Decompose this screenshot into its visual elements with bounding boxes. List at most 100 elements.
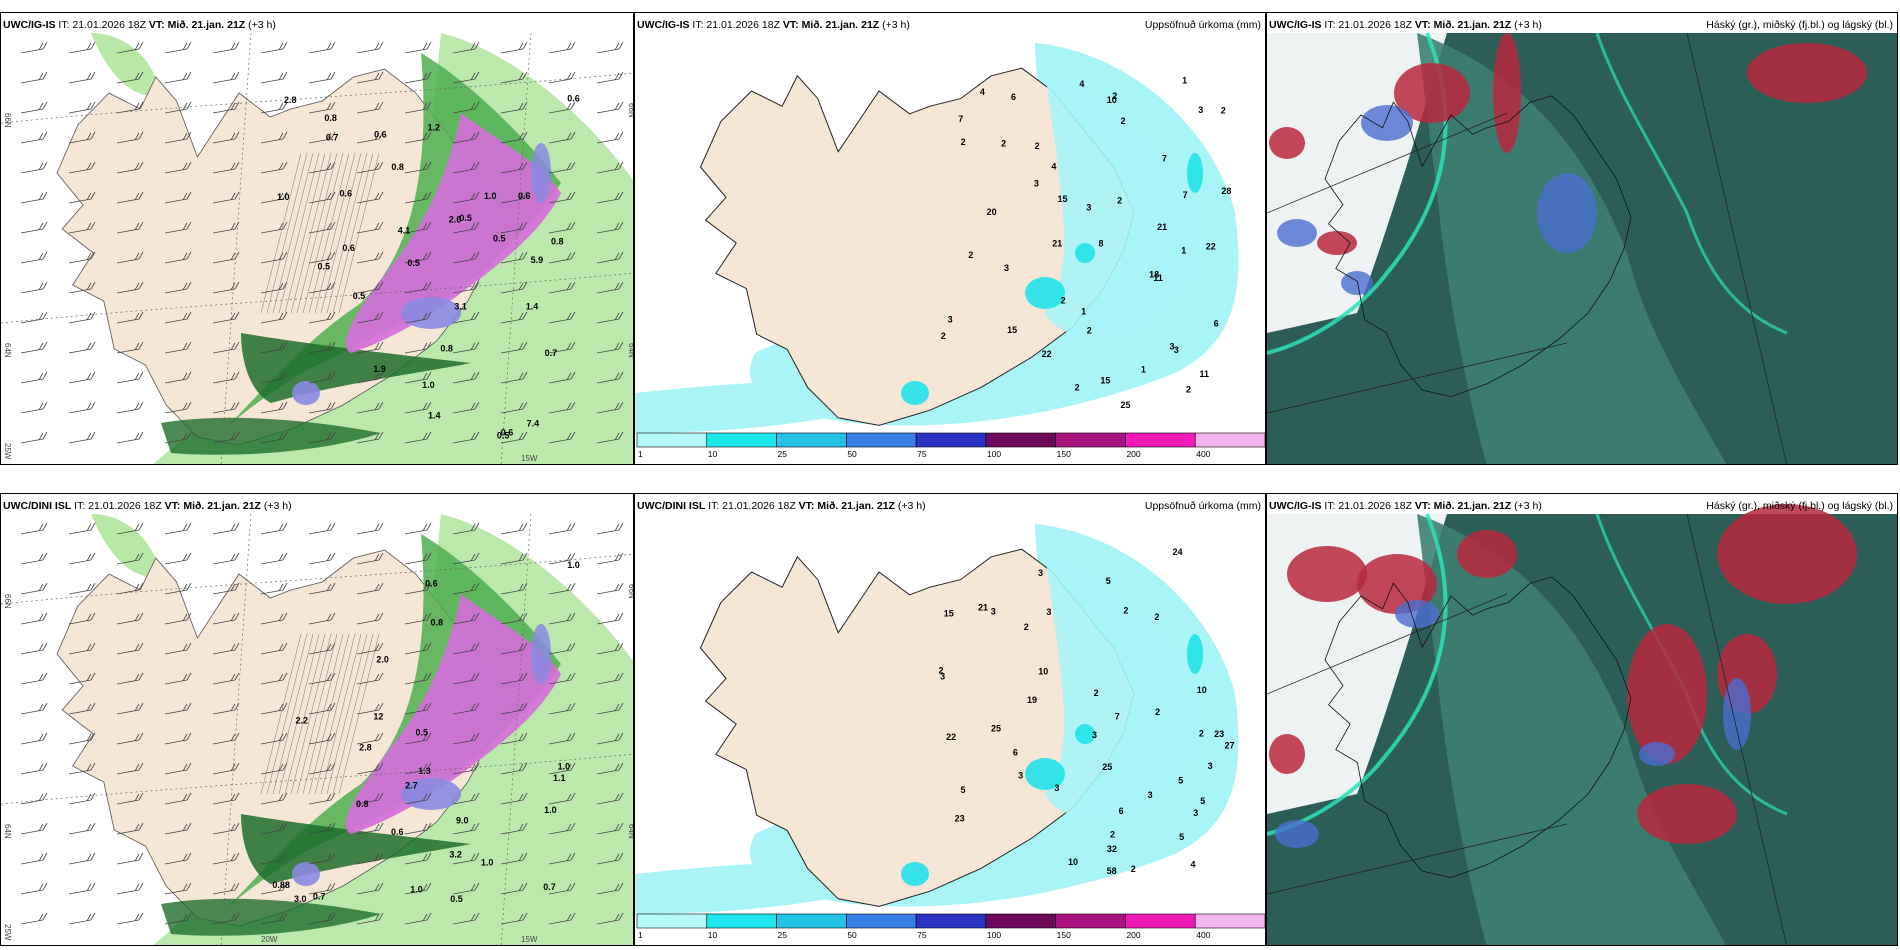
wind-barb [68, 251, 96, 264]
wind-barb-flag [618, 191, 624, 200]
wind-barb-flag [38, 553, 44, 562]
wind-barb-staff [20, 679, 44, 685]
wind-barb [260, 732, 288, 745]
wind-barb-flag [426, 762, 432, 771]
wind-barb-flag [326, 312, 332, 321]
colorbar-segment [915, 432, 987, 448]
accum-value-label: 3 [1092, 730, 1097, 740]
wind-barb-flag [330, 912, 336, 921]
wind-barb-staff [20, 829, 44, 835]
wind-barb-flag [330, 792, 336, 801]
wind-barb-flag [474, 582, 480, 591]
graticule-line [220, 513, 252, 945]
wind-barb-flag [278, 553, 284, 562]
wind-barb-flag [470, 162, 476, 171]
wind-barb [68, 822, 96, 835]
accum-value-label: 7 [958, 114, 963, 124]
wind-barb-flag [614, 553, 620, 562]
wind-barb-flag [186, 341, 192, 350]
precip-value-label: 0.8 [356, 799, 369, 809]
wind-barb [548, 852, 576, 865]
wind-barb-flag [470, 282, 476, 291]
wind-barb-flag [566, 282, 572, 291]
wind-barb [116, 71, 144, 84]
wind-barb-staff [356, 48, 380, 54]
precip-value-label: 1.4 [428, 410, 441, 420]
accum-value-label: 2 [1087, 325, 1092, 335]
colorbar-segment [636, 432, 708, 448]
wind-barb [68, 431, 96, 444]
wind-barb [116, 131, 144, 144]
wind-barb-staff [164, 529, 188, 535]
wind-barb-flag [86, 643, 92, 652]
wind-barb-flag [282, 281, 288, 290]
wind-barb-flag [138, 41, 144, 50]
cloud-mid-patch [1537, 173, 1597, 253]
wind-barb-flag [230, 402, 236, 411]
cloud-panel-top: UWC/IG-IS IT: 21.01.2026 18Z VT: Mið. 21… [1266, 12, 1898, 465]
colorbar-tick-label: 400 [1196, 449, 1210, 459]
wind-barb-flag [234, 552, 240, 561]
wind-barb-flag [230, 553, 236, 562]
wind-barb-flag [470, 793, 476, 802]
wind-barb-flag [518, 703, 524, 712]
wind-barb-flag [426, 792, 432, 801]
wind-barb-flag [90, 762, 96, 771]
wind-barb-flag [138, 281, 144, 290]
wind-barb-flag [186, 852, 192, 861]
wind-barb-flag [570, 792, 576, 801]
wind-barb-flag [374, 853, 380, 862]
accum-value-label: 3 [1148, 790, 1153, 800]
wind-barb [260, 822, 288, 835]
wind-barb [20, 431, 48, 444]
wind-barb [164, 522, 192, 535]
wind-barb-flag [86, 883, 92, 892]
coordinate-label: 66N [627, 103, 634, 118]
precip-value-label: 0.6 [518, 191, 531, 201]
wind-barb-flag [618, 882, 624, 891]
wind-barb-staff [68, 859, 92, 865]
wind-barb-flag [282, 672, 288, 681]
wind-barb-flag [474, 221, 480, 230]
wind-barb-flag [86, 733, 92, 742]
wind-barb [212, 582, 240, 595]
wind-barb [20, 882, 48, 895]
precip-value-label: 1.0 [558, 761, 571, 771]
wind-barb-flag [426, 431, 432, 440]
wind-barb-flag [278, 402, 284, 411]
wind-barb [500, 732, 528, 745]
wind-barb-flag [182, 523, 188, 532]
wind-barb-flag [326, 192, 332, 201]
wind-barb [68, 221, 96, 234]
wind-barb-staff [404, 48, 428, 54]
wind-barb-staff [548, 48, 572, 54]
wind-barb-flag [42, 101, 48, 110]
wind-barb-flag [426, 371, 432, 380]
wind-barb-flag [470, 853, 476, 862]
precip-value-label: 0.5 [459, 213, 472, 223]
wind-barb-flag [614, 282, 620, 291]
wind-barb [68, 341, 96, 354]
wind-barb-flag [234, 792, 240, 801]
wind-barb-flag [86, 312, 92, 321]
wind-barb-flag [474, 101, 480, 110]
wind-barb [164, 642, 192, 655]
wind-barb-flag [230, 673, 236, 682]
precip-value-label: 3.2 [449, 849, 462, 859]
wind-barb [404, 71, 432, 84]
accum-value-label: 24 [1172, 547, 1182, 557]
wind-barb-flag [422, 132, 428, 141]
accum-value-label: 3 [991, 607, 996, 617]
wind-barb-flag [474, 792, 480, 801]
wind-barb-flag [86, 793, 92, 802]
wind-barb-flag [326, 823, 332, 832]
coordinate-label: 20W [261, 935, 278, 944]
wind-barb [452, 371, 480, 384]
precip-value-label: 0.6 [425, 578, 438, 588]
wind-barb-flag [90, 882, 96, 891]
wind-barb-flag [570, 41, 576, 50]
accum-value-label: 2 [1117, 196, 1122, 206]
wind-barb-staff [20, 649, 44, 655]
wind-barb [356, 552, 384, 565]
wind-barb-flag [138, 371, 144, 380]
